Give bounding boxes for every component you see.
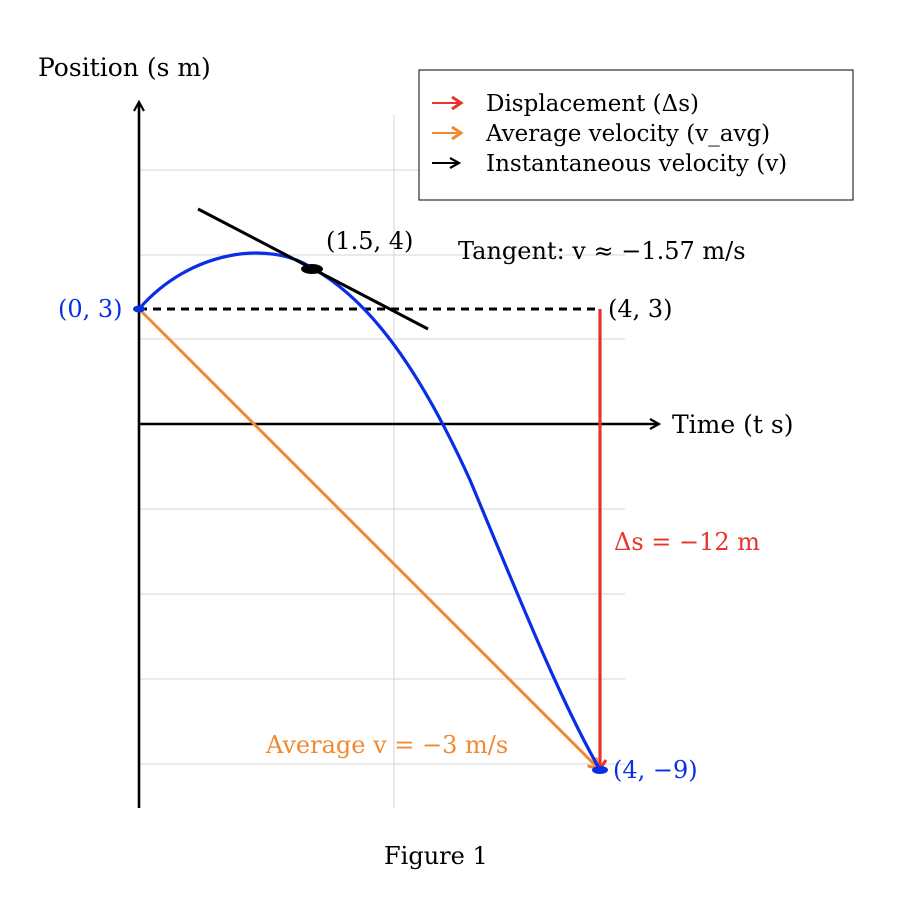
x-axis-label: Time (t s) (672, 410, 793, 439)
end-point-label: (4, −9) (613, 756, 698, 784)
tangent-point-label: (1.5, 4) (326, 227, 413, 255)
tangent-point (301, 264, 323, 274)
average-velocity-line (137, 307, 596, 766)
figure-caption: Figure 1 (384, 842, 488, 870)
position-curve (137, 251, 602, 771)
legend-box (418, 69, 854, 201)
legend-item-displacement: Displacement (Δs) (432, 91, 699, 117)
tangent-annotation: Tangent: v ≈ −1.57 m/s (458, 237, 746, 265)
displacement-annotation: Δs = −12 m (614, 528, 760, 556)
legend-label-average: Average velocity (v_avg) (485, 121, 770, 147)
y-axis-label: Position (s m) (38, 53, 211, 82)
legend-item-average: Average velocity (v_avg) (432, 121, 770, 147)
average-annotation: Average v = −3 m/s (265, 731, 508, 759)
grid (140, 115, 625, 808)
legend: Displacement (Δs) Average velocity (v_av… (418, 69, 854, 201)
legend-label-displacement: Displacement (Δs) (486, 91, 699, 117)
legend-label-instantaneous: Instantaneous velocity (v) (486, 151, 787, 177)
start-point-label: (0, 3) (58, 295, 123, 323)
start-point (133, 305, 145, 313)
end-point (592, 766, 608, 774)
legend-item-instantaneous: Instantaneous velocity (v) (432, 151, 787, 177)
end-top-label: (4, 3) (608, 295, 673, 323)
